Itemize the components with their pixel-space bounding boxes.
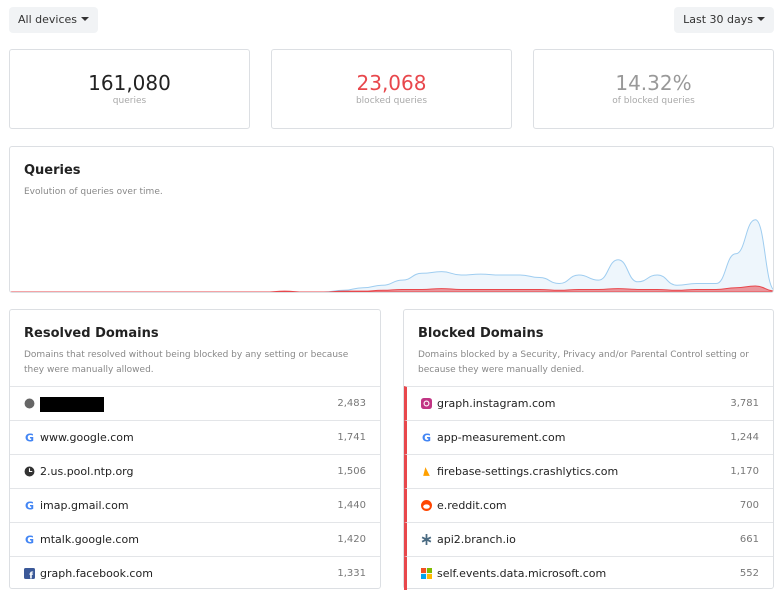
domain: app-measurement.com bbox=[437, 431, 566, 444]
label: Last 30 days bbox=[683, 13, 753, 26]
label: All devices bbox=[18, 13, 77, 26]
domain: e.reddit.com bbox=[437, 499, 507, 512]
domain-row[interactable]: graph.instagram.com 3,781 bbox=[404, 386, 773, 420]
stat-value: 14.32% bbox=[615, 71, 692, 95]
domain-row[interactable]: 2,483 bbox=[10, 386, 380, 420]
svg-text:f: f bbox=[29, 571, 33, 579]
domain-row[interactable]: self.events.data.microsoft.com 552 bbox=[404, 556, 773, 590]
stat-value: 23,068 bbox=[356, 71, 427, 95]
chart-card: Queries Evolution of queries over time. bbox=[9, 146, 774, 293]
card-description: Domains that resolved without being bloc… bbox=[24, 350, 349, 375]
stat-label: queries bbox=[112, 96, 147, 106]
count: 700 bbox=[739, 500, 759, 511]
blocked-card: Blocked Domains Domains blocked by a Sec… bbox=[403, 309, 774, 590]
domain: firebase-settings.crashlytics.com bbox=[437, 465, 619, 478]
domain: api2.branch.io bbox=[437, 533, 516, 546]
domain: self.events.data.microsoft.com bbox=[437, 567, 607, 580]
redacted bbox=[40, 397, 104, 412]
domain-row[interactable]: f graph.facebook.com 1,331 bbox=[10, 556, 380, 590]
svg-text:G: G bbox=[422, 432, 431, 443]
stat-card: 14.32% of blocked queries bbox=[533, 49, 774, 129]
domain: imap.gmail.com bbox=[40, 499, 129, 512]
count: 1,170 bbox=[730, 466, 759, 477]
count: 552 bbox=[739, 568, 759, 579]
count: 661 bbox=[739, 534, 759, 545]
range-select[interactable]: Last 30 days bbox=[674, 7, 774, 33]
stat-card: 23,068 blocked queries bbox=[271, 49, 512, 129]
domain: graph.instagram.com bbox=[437, 397, 556, 410]
domain-row[interactable]: api2.branch.io 661 bbox=[404, 522, 773, 556]
domain: mtalk.google.com bbox=[40, 533, 139, 546]
stat-card: 161,080 queries bbox=[9, 49, 250, 129]
svg-text:G: G bbox=[25, 432, 34, 443]
svg-text:G: G bbox=[25, 534, 34, 545]
card-description: Domains blocked by a Security, Privacy a… bbox=[418, 350, 749, 375]
count: 2,483 bbox=[337, 398, 366, 409]
chart bbox=[10, 219, 773, 292]
domain: www.google.com bbox=[40, 431, 134, 444]
device-select[interactable]: All devices bbox=[9, 7, 98, 33]
count: 3,781 bbox=[730, 398, 759, 409]
resolved-card: Resolved Domains Domains that resolved w… bbox=[9, 309, 381, 589]
chart-subtitle: Evolution of queries over time. bbox=[24, 187, 163, 197]
area bbox=[10, 285, 773, 292]
card-title: Resolved Domains bbox=[24, 326, 159, 341]
svg-text:G: G bbox=[25, 500, 34, 511]
stat-label: of blocked queries bbox=[612, 96, 695, 106]
domain-row[interactable]: 2.us.pool.ntp.org 1,506 bbox=[10, 454, 380, 488]
domain: 2.us.pool.ntp.org bbox=[40, 465, 134, 478]
stat-label: blocked queries bbox=[355, 96, 428, 106]
count: 1,506 bbox=[337, 466, 366, 477]
count: 1,440 bbox=[337, 500, 366, 511]
count: 1,741 bbox=[337, 432, 366, 443]
domain-row[interactable]: firebase-settings.crashlytics.com 1,170 bbox=[404, 454, 773, 488]
area bbox=[10, 219, 773, 292]
domain-row[interactable]: e.reddit.com 700 bbox=[404, 488, 773, 522]
card-title: Blocked Domains bbox=[418, 326, 544, 341]
count: 1,244 bbox=[730, 432, 759, 443]
count: 1,420 bbox=[337, 534, 366, 545]
stat-value: 161,080 bbox=[88, 71, 171, 95]
count: 1,331 bbox=[337, 568, 366, 579]
chart-title: Queries bbox=[24, 163, 81, 178]
domain: graph.facebook.com bbox=[40, 567, 153, 580]
